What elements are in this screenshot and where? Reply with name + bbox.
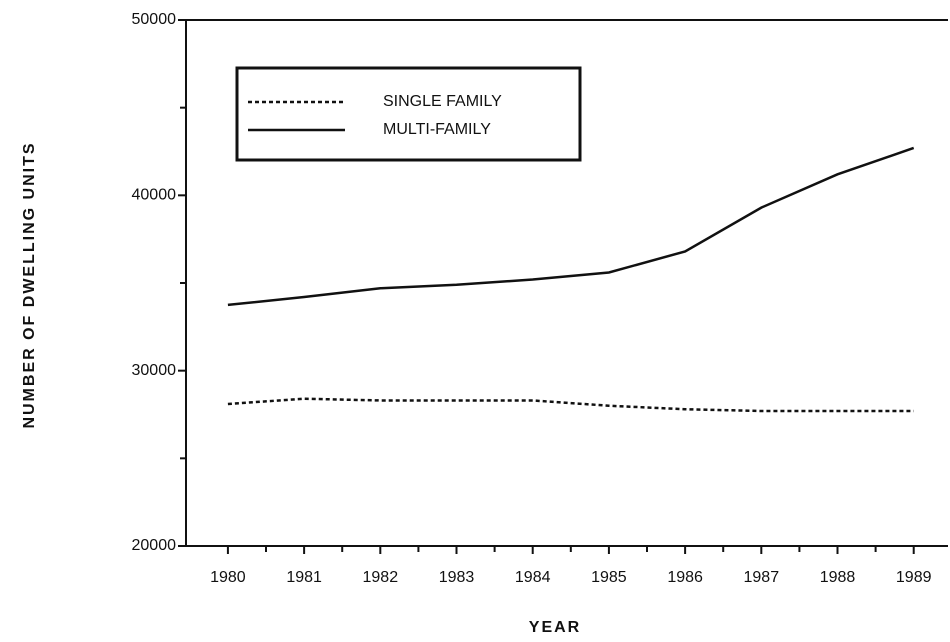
x-axis-title: YEAR xyxy=(529,619,581,636)
legend-label: MULTI-FAMILY xyxy=(383,121,491,138)
legend-box xyxy=(235,66,582,162)
x-tick-label: 1986 xyxy=(667,569,703,586)
legend-label: SINGLE FAMILY xyxy=(383,93,502,110)
y-tick-label: 30000 xyxy=(132,362,177,379)
x-tick-label: 1983 xyxy=(439,569,475,586)
y-tick-label: 40000 xyxy=(132,187,177,204)
x-tick-label: 1988 xyxy=(820,569,856,586)
x-tick-label: 1981 xyxy=(286,569,322,586)
y-tick-label: 20000 xyxy=(132,537,177,554)
x-tick-label: 1987 xyxy=(744,569,780,586)
y-tick-label: 50000 xyxy=(132,11,177,28)
series-line xyxy=(227,397,914,413)
x-tick-label: 1989 xyxy=(896,569,932,586)
x-tick-label: 1985 xyxy=(591,569,627,586)
x-tick-label: 1984 xyxy=(515,569,551,586)
series-line xyxy=(227,146,915,307)
y-axis-title: NUMBER OF DWELLING UNITS xyxy=(21,141,38,428)
x-tick-label: 1982 xyxy=(363,569,399,586)
x-tick-label: 1980 xyxy=(210,569,246,586)
